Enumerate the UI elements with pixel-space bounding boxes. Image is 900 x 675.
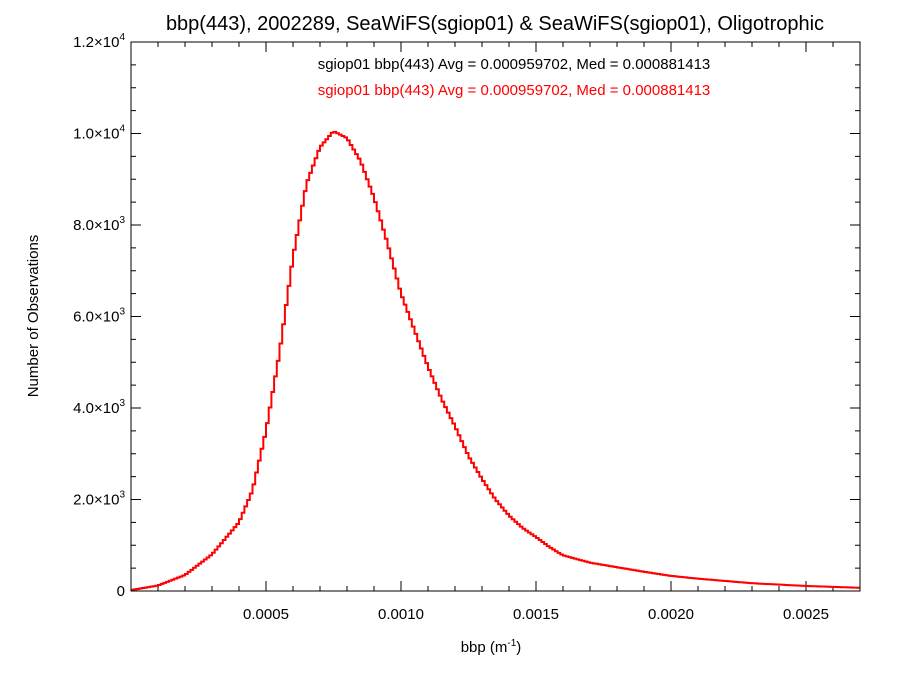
- x-axis-label: bbp (m-1): [461, 638, 522, 656]
- x-tick-label: 0.0015: [513, 606, 559, 623]
- y-tick-mantissa: 4.0×10: [73, 400, 119, 417]
- histogram-series-line: [131, 130, 860, 591]
- legend-annotation-sgiop01-red: sgiop01 bbp(443) Avg = 0.000959702, Med …: [318, 82, 711, 99]
- legend-annotation-sgiop01-black: sgiop01 bbp(443) Avg = 0.000959702, Med …: [318, 56, 711, 73]
- y-tick-exponent: 4: [119, 124, 125, 135]
- x-tick-label: 0.0005: [243, 606, 289, 623]
- y-tick-mantissa: 1.0×10: [73, 126, 119, 143]
- y-tick-mantissa: 0: [117, 583, 125, 600]
- chart-title: bbp(443), 2002289, SeaWiFS(sgiop01) & Se…: [166, 13, 824, 35]
- y-tick-label: 2.0×103: [73, 490, 125, 509]
- y-tick-mantissa: 6.0×10: [73, 309, 119, 326]
- y-tick-mantissa: 1.2×10: [73, 34, 119, 51]
- x-axis-ticks: 0.0005 0.0010 0.0015 0.0020 0.0025: [157, 42, 834, 623]
- y-axis-label: Number of Observations: [25, 235, 42, 398]
- y-tick-exponent: 3: [119, 307, 125, 318]
- y-tick-mantissa: 2.0×10: [73, 492, 119, 509]
- x-tick-label: 0.0020: [648, 606, 694, 623]
- y-tick-label: 6.0×103: [73, 307, 125, 326]
- x-tick-label: 0.0025: [783, 606, 829, 623]
- x-tick-label: 0.0010: [378, 606, 424, 623]
- y-tick-exponent: 3: [119, 490, 125, 501]
- y-tick-label: 1.0×104: [73, 124, 125, 143]
- plot-area-frame: [130, 41, 861, 592]
- y-tick-exponent: 4: [119, 32, 125, 43]
- y-tick-label: 8.0×103: [73, 215, 125, 234]
- y-tick-label: 4.0×103: [73, 398, 125, 417]
- y-tick-exponent: 3: [119, 215, 125, 226]
- y-tick-exponent: 3: [119, 398, 125, 409]
- y-tick-label: 1.2×104: [73, 32, 125, 51]
- y-tick-label: 0: [117, 583, 125, 600]
- y-tick-mantissa: 8.0×10: [73, 217, 119, 234]
- y-axis-ticks: 02.0×1034.0×1036.0×1038.0×1031.0×1041.2×…: [73, 32, 860, 600]
